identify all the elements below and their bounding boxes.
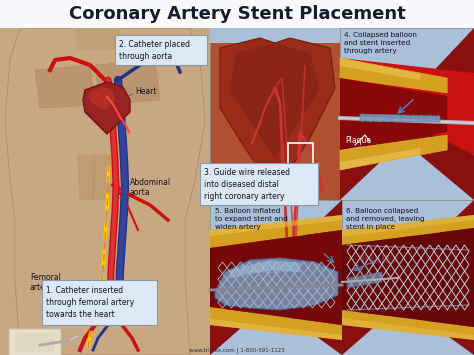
Polygon shape [88,87,115,110]
FancyBboxPatch shape [340,28,474,200]
FancyBboxPatch shape [115,35,207,65]
Polygon shape [230,260,300,278]
Polygon shape [210,230,342,355]
Polygon shape [220,38,335,193]
Polygon shape [342,230,474,355]
Polygon shape [347,272,382,288]
Polygon shape [342,230,474,315]
Text: 5. Balloon inflated
to expand stent and
widen artery: 5. Balloon inflated to expand stent and … [215,208,288,229]
Text: TrialEx: TrialEx [239,265,281,275]
Polygon shape [340,28,474,200]
Polygon shape [342,228,474,327]
Text: www.trialex.com | 1-800-591-1123: www.trialex.com | 1-800-591-1123 [189,347,285,353]
Polygon shape [340,135,447,170]
FancyBboxPatch shape [9,329,61,355]
Polygon shape [340,58,474,200]
Polygon shape [230,43,320,158]
FancyBboxPatch shape [200,163,318,205]
Text: Plaque: Plaque [345,136,371,145]
FancyBboxPatch shape [15,332,55,352]
FancyBboxPatch shape [342,200,474,355]
Polygon shape [340,58,420,80]
Polygon shape [210,307,342,340]
Polygon shape [342,215,474,237]
Polygon shape [342,310,474,340]
Text: TrialEx: TrialEx [279,195,321,205]
Polygon shape [78,155,95,200]
FancyBboxPatch shape [210,200,342,355]
Polygon shape [93,155,112,200]
Polygon shape [342,215,474,245]
Polygon shape [340,148,420,170]
FancyBboxPatch shape [0,0,474,28]
Polygon shape [75,28,120,50]
Polygon shape [210,215,342,236]
Polygon shape [5,28,205,355]
Text: Abdominal
aorta: Abdominal aorta [130,178,171,197]
Text: 1. Catheter inserted
through femoral artery
towards the heart: 1. Catheter inserted through femoral art… [46,286,134,318]
Polygon shape [83,82,130,134]
FancyBboxPatch shape [210,28,340,200]
Text: 4. Collapsed balloon
and stent inserted
through artery: 4. Collapsed balloon and stent inserted … [344,32,417,54]
FancyBboxPatch shape [0,28,210,355]
Text: Femoral
artery: Femoral artery [30,273,61,292]
Polygon shape [215,258,338,310]
Polygon shape [340,58,447,93]
Text: Coronary Artery Stent Placement: Coronary Artery Stent Placement [69,5,405,23]
FancyBboxPatch shape [42,280,157,325]
Polygon shape [210,230,342,325]
Polygon shape [342,318,474,340]
Text: 2. Catheter placed
through aorta: 2. Catheter placed through aorta [119,40,190,61]
FancyBboxPatch shape [210,28,340,43]
Polygon shape [340,58,474,155]
Polygon shape [360,114,440,122]
Text: Heart: Heart [135,87,156,96]
Text: 6. Balloon collapsed
and removed, leaving
stent in place: 6. Balloon collapsed and removed, leavin… [346,208,425,229]
Polygon shape [340,78,447,150]
Polygon shape [210,200,342,355]
Polygon shape [210,230,342,315]
Polygon shape [210,319,342,340]
Polygon shape [95,60,160,105]
Polygon shape [342,200,474,355]
Polygon shape [35,65,95,108]
Polygon shape [210,215,342,248]
Text: TrialEx: TrialEx [359,255,401,265]
Text: 3. Guide wire released
into diseased distal
right coronary artery: 3. Guide wire released into diseased dis… [204,168,290,201]
